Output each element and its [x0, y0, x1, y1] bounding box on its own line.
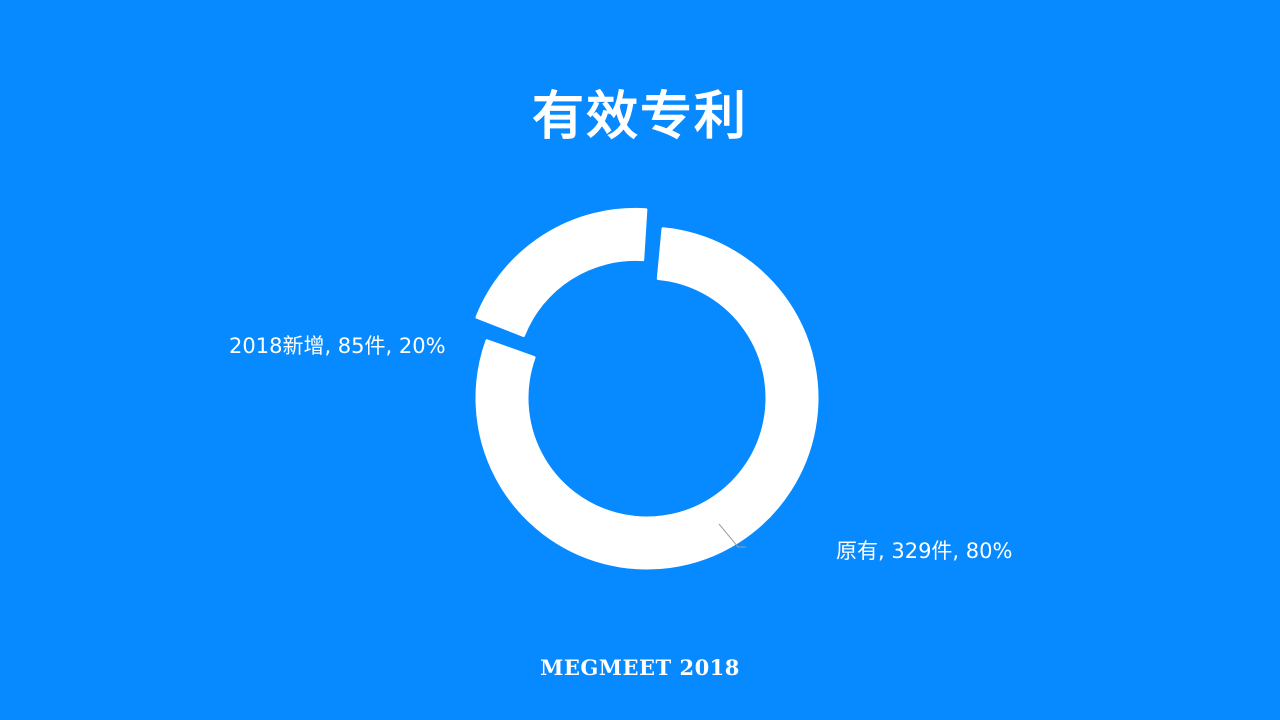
donut-slice-new-2018 [475, 207, 648, 337]
donut-slice-existing [475, 227, 819, 570]
data-label-new-2018: 2018新增, 85件, 20% [229, 334, 446, 358]
footer-brand: MEGMEET 2018 [540, 655, 740, 680]
leader-line [718, 523, 746, 548]
page-title: 有效专利 [531, 87, 748, 147]
data-label-existing: 原有, 329件, 80% [836, 539, 1013, 563]
